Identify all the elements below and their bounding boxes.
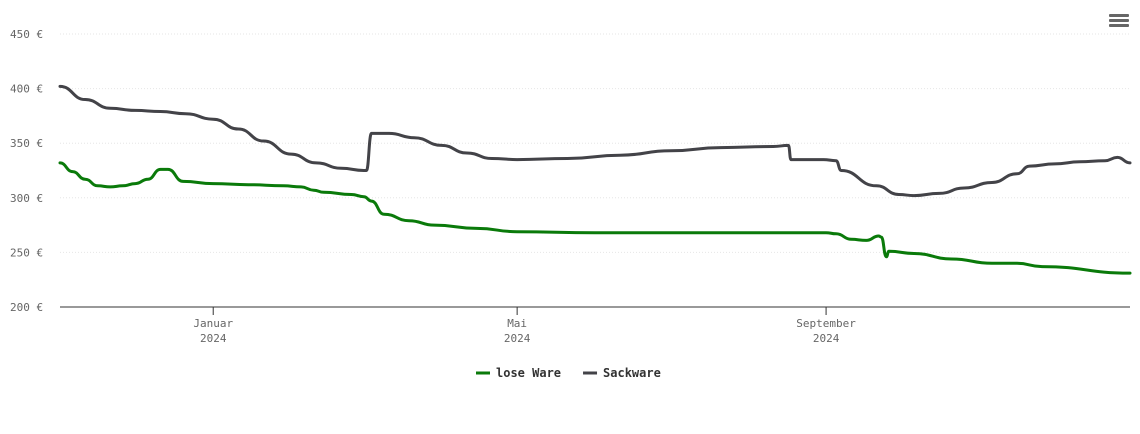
x-tick-month-label: Mai [507,317,527,330]
hamburger-menu-icon[interactable] [1108,12,1130,32]
x-tick-year-label: 2024 [813,332,840,345]
y-tick-label: 300 € [10,192,43,205]
legend-item-label[interactable]: Sackware [603,366,661,380]
x-tick-month-label: Januar [193,317,233,330]
x-tick-year-label: 2024 [200,332,227,345]
menu-bar [1109,24,1129,27]
y-tick-label: 450 € [10,28,43,41]
series-line-1[interactable] [58,161,1132,275]
series-lines [58,84,1132,275]
y-tick-label: 250 € [10,246,43,259]
y-tick-label: 400 € [10,83,43,96]
menu-bar [1109,19,1129,22]
y-tick-label: 350 € [10,137,43,150]
x-tick-month-label: September [796,317,856,330]
legend: lose Ware Sackware [476,366,661,380]
y-axis-labels: 200 € 250 € 300 € 350 € 400 € 450 € [10,28,43,314]
series-line-2[interactable] [58,84,1132,198]
x-tick-year-label: 2024 [504,332,531,345]
menu-bar [1109,14,1129,17]
y-tick-label: 200 € [10,301,43,314]
legend-item-label[interactable]: lose Ware [496,366,561,380]
x-axis-labels: Januar 2024 Mai 2024 September 2024 [193,307,856,345]
grid-lines [60,33,1130,253]
